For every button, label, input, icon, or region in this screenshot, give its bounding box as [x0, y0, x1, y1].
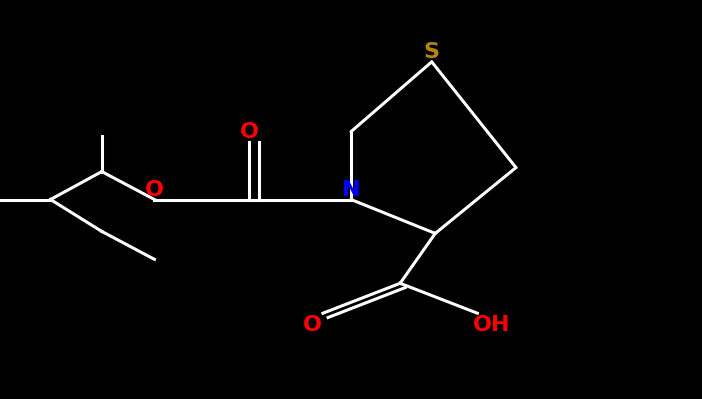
Text: S: S — [424, 42, 439, 62]
Text: O: O — [239, 122, 259, 142]
Text: O: O — [303, 315, 322, 335]
Text: OH: OH — [472, 315, 510, 335]
Text: N: N — [342, 180, 360, 200]
Text: O: O — [145, 180, 164, 200]
